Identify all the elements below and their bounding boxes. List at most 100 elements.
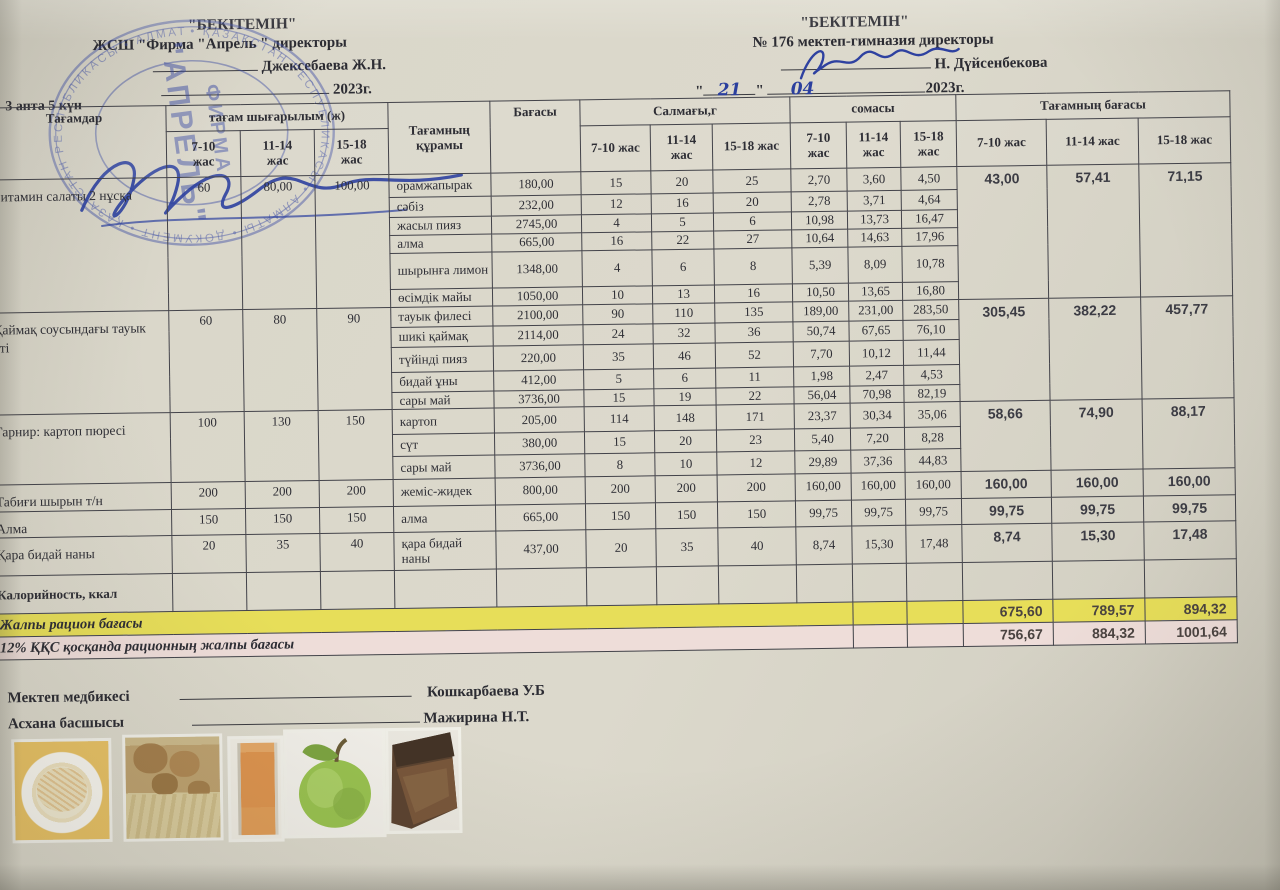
weight-value: 5 (583, 368, 654, 390)
col-header-dishes: Тағамдар (0, 105, 167, 181)
signature-line (179, 681, 412, 700)
sum-value: 8,74 (795, 526, 853, 565)
weight-value: 4 (581, 249, 653, 287)
weight-value: 114 (584, 405, 655, 432)
weight-value: 200 (717, 473, 796, 502)
output-value: 100 (170, 411, 246, 483)
col-header-composition: Тағамның құрамы (387, 101, 491, 175)
weight-value: 19 (653, 387, 717, 406)
weight-value: 200 (655, 474, 718, 503)
empty-cell (907, 623, 964, 648)
weight-value: 150 (585, 502, 656, 530)
output-value: 150 (171, 508, 246, 536)
sum-value: 37,36 (850, 449, 906, 474)
sum-value: 30,34 (850, 402, 905, 429)
output-value: 150 (318, 409, 394, 481)
ration-total-with-vat-row-value: 884,32 (1053, 621, 1146, 646)
weight-value: 32 (652, 322, 716, 344)
ingredient-name: картоп (392, 408, 495, 435)
age-col-header: 11-14 жас (650, 123, 713, 171)
ingredient-price: 665,00 (491, 232, 582, 253)
output-value: 90 (316, 307, 393, 411)
ingredient-name: тауык филесі (390, 306, 493, 328)
sum-value: 17,48 (905, 524, 963, 564)
output-value: 200 (171, 481, 246, 510)
weight-value: 5 (651, 212, 714, 232)
menu-table: Тағамдар тағам шығарылым (ж) Тағамның құ… (0, 90, 1238, 661)
director-signature (80, 161, 463, 228)
ration-total-row-value: 789,57 (1052, 598, 1146, 623)
ingredient-price: 2100,00 (492, 304, 583, 327)
meal-price-value: 74,90 (1050, 399, 1144, 471)
meal-price-value: 160,00 (961, 470, 1052, 499)
output-value: 100,00 (314, 174, 391, 309)
output-value: 80,00 (240, 175, 317, 310)
meal-price-value: 305,45 (958, 298, 1051, 402)
weight-value: 135 (714, 301, 793, 323)
sum-value: 160,00 (905, 471, 962, 499)
sum-value: 10,98 (791, 211, 848, 230)
empty-cell (172, 572, 247, 612)
sum-value: 283,50 (902, 299, 959, 321)
sum-value: 2,78 (791, 191, 848, 212)
meal-price-value: 17,48 (1143, 520, 1237, 561)
age-col-header: 11-14 жас (846, 121, 901, 169)
age-col-header: 11-14 жас (1046, 118, 1139, 166)
ingredient-price: 205,00 (494, 406, 585, 434)
weight-value: 12 (581, 193, 652, 215)
sum-value: 15,30 (851, 525, 907, 565)
sum-value: 82,19 (903, 384, 961, 403)
meal-price-value: 160,00 (1143, 467, 1236, 496)
ingredient-name: қара бидай наны (393, 531, 497, 571)
ingredient-price: 2114,00 (492, 324, 584, 347)
sum-value: 99,75 (795, 499, 852, 527)
ration-total-with-vat-row-value: 1001,64 (1145, 619, 1238, 645)
weight-value: 36 (714, 321, 794, 343)
sum-value: 23,37 (794, 403, 851, 429)
signature-role: Асхана басшысы (7, 714, 125, 733)
col-header-weight: Салмағы,г (579, 96, 791, 126)
ration-total-row-value: 675,60 (962, 599, 1054, 624)
sum-value: 16,80 (902, 281, 959, 301)
empty-cell (852, 601, 908, 626)
weight-value: 110 (652, 302, 715, 324)
ingredient-name: сүт (392, 433, 495, 457)
meal-price-value: 15,30 (1051, 522, 1145, 562)
meal-price-value: 99,75 (961, 496, 1052, 525)
output-value: 80 (242, 308, 319, 412)
sum-value: 17,96 (901, 227, 958, 247)
weight-value: 16 (714, 283, 793, 303)
empty-cell (1144, 558, 1237, 599)
sum-value: 160,00 (795, 473, 852, 501)
ingredient-price: 380,00 (494, 431, 585, 456)
dish-name: Витамин салаты 2 нұсқа (0, 177, 169, 314)
meal-price-value: 88,17 (1142, 397, 1236, 469)
sum-value: 16,47 (901, 209, 958, 229)
weight-value: 15 (583, 388, 655, 407)
empty-cell (796, 564, 853, 603)
col-header-meal-price: Тағамның бағасы (955, 90, 1231, 121)
sum-value: 5,40 (794, 428, 851, 451)
ingredient-name: жеміс-жидек (393, 478, 496, 507)
weight-value: 35 (583, 343, 654, 370)
ingredient-name: орамжапырак (388, 173, 492, 198)
age-col-header: 15-18 жас (900, 120, 957, 168)
age-col-header: 15-18 жас (712, 122, 791, 170)
ingredient-name: бидай ұны (391, 371, 494, 393)
empty-cell (394, 569, 497, 609)
output-value: 150 (245, 507, 320, 535)
director-signature (799, 47, 960, 80)
weight-value: 22 (715, 386, 795, 405)
ingredient-price: 665,00 (495, 503, 586, 532)
empty-cell (246, 571, 321, 611)
sum-value: 3,60 (846, 167, 902, 192)
weight-value: 11 (715, 366, 794, 388)
weight-value: 171 (716, 403, 795, 430)
weight-value: 22 (651, 230, 714, 250)
weight-value: 16 (581, 231, 652, 251)
food-photo-green-apple (286, 731, 384, 836)
sum-value: 2,47 (849, 365, 904, 387)
food-photo-vitamin-salad (14, 740, 110, 841)
age-col-header: 15-18 жас (314, 128, 389, 176)
empty-cell (853, 624, 908, 649)
